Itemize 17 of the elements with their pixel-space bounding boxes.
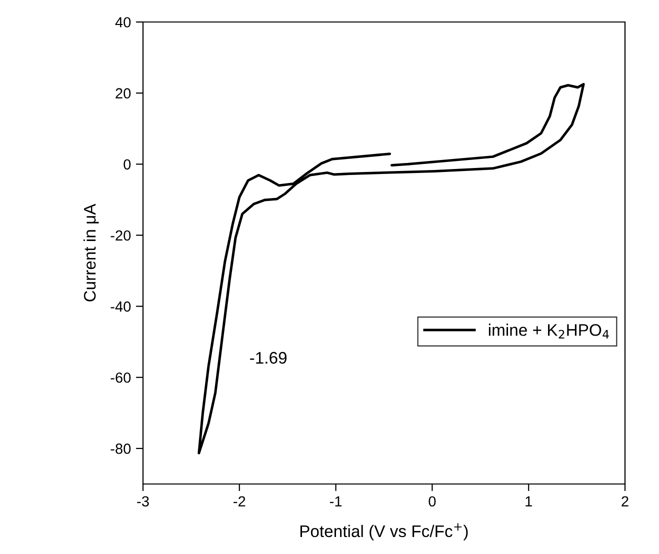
y-tick-label: 20 (116, 88, 131, 99)
annotation: -1.69 (250, 352, 287, 364)
y-tick-label: -40 (110, 301, 131, 312)
x-tick-label: -1 (330, 496, 342, 506)
x-tick-label: -2 (234, 496, 246, 506)
y-tick-label: 40 (115, 17, 131, 28)
y-tick-label: -60 (110, 372, 131, 383)
x-axis-title: Potential (V vs Fc/Fc$^{+}$) (300, 523, 468, 540)
y-tick-label: -80 (110, 444, 131, 454)
y-axis-title: Current in μA (83, 204, 99, 302)
y-tick-label: -20 (110, 230, 131, 241)
x-tick-label: -3 (137, 496, 149, 507)
x-tick-label: 2 (622, 496, 628, 506)
legend-label: imine + K$_{2}$HPO$_{4}$ (488, 324, 609, 338)
y-tick-label: 0 (124, 159, 131, 170)
x-tick-label: 1 (526, 496, 532, 506)
x-tick-label: 0 (428, 496, 436, 507)
